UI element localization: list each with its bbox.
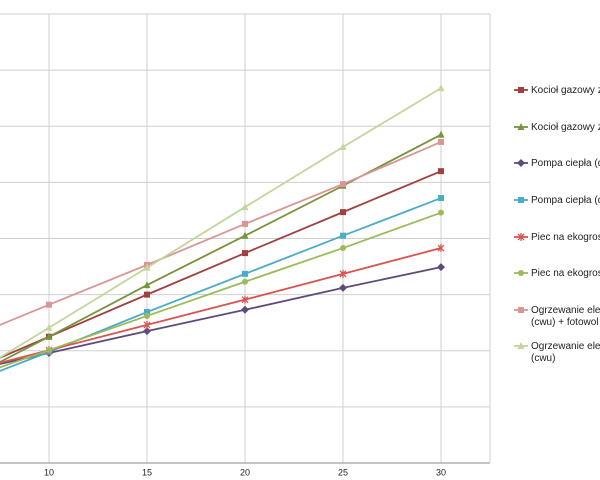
marker <box>241 295 249 304</box>
grid: 10 15 20 25 30 <box>0 13 491 477</box>
marker <box>437 130 445 138</box>
series-line <box>0 211 442 369</box>
marker <box>144 309 150 316</box>
legend-label: Piec na ekogros <box>531 268 600 279</box>
legend-label-line: Ogrzewanie ele <box>531 341 600 352</box>
marker <box>339 269 347 278</box>
marker <box>339 143 347 151</box>
plot <box>0 84 445 372</box>
marker <box>438 209 444 216</box>
series-line <box>0 141 442 326</box>
legend-label-line: Ogrzewanie ele <box>531 305 600 316</box>
marker <box>438 168 444 175</box>
marker <box>340 232 346 239</box>
legend-label: Pompa ciepła (d <box>531 195 600 206</box>
legend: Kocioł gazowy z Kocioł gazowy z Pompa ciep… <box>514 85 600 364</box>
legend-label-line: Pompa ciepła (d <box>531 195 600 206</box>
legend-label: Pompa ciepła (d <box>531 158 600 169</box>
marker <box>517 123 525 130</box>
marker <box>46 347 52 354</box>
legend-label: Piec na ekogros <box>531 232 600 243</box>
legend-label-line: (cwu) <box>531 353 555 364</box>
marker <box>517 159 525 167</box>
marker <box>340 209 346 216</box>
marker <box>518 197 524 203</box>
marker <box>438 138 444 145</box>
marker <box>518 87 524 93</box>
legend-label: Kocioł gazowy z <box>531 85 600 96</box>
series-line <box>0 170 442 359</box>
legend-label-line: Pompa ciepła (d <box>531 158 600 169</box>
marker <box>242 278 248 285</box>
x-tick-label: 30 <box>436 467 446 477</box>
marker <box>339 283 347 292</box>
legend-label: Ogrzewanie ele (cwu) + fotowol <box>531 305 600 328</box>
marker <box>437 244 445 253</box>
x-tick-label: 10 <box>44 467 54 477</box>
marker <box>241 231 249 239</box>
marker <box>143 263 151 271</box>
marker <box>437 84 445 92</box>
marker <box>46 301 52 308</box>
series-line <box>0 247 442 364</box>
series-line <box>0 87 442 359</box>
marker <box>438 195 444 202</box>
marker <box>45 332 53 340</box>
marker <box>143 327 151 336</box>
marker <box>241 305 249 314</box>
x-tick-label: 15 <box>142 467 152 477</box>
marker <box>143 320 151 329</box>
marker <box>242 270 248 277</box>
x-tick-label: 25 <box>338 467 348 477</box>
marker <box>143 281 151 289</box>
marker <box>437 263 445 272</box>
x-tick-label: 20 <box>240 467 250 477</box>
legend-label-line: Piec na ekogros <box>531 232 600 243</box>
legend-label-line: Kocioł gazowy z <box>531 85 600 96</box>
marker <box>241 203 249 211</box>
series-line <box>0 197 442 372</box>
legend-label-line: (cwu) + fotowol <box>531 317 599 328</box>
legend-label: Kocioł gazowy z <box>531 122 600 133</box>
marker <box>517 233 525 241</box>
marker <box>242 250 248 257</box>
marker <box>517 342 525 349</box>
marker <box>45 323 53 331</box>
marker <box>144 312 150 319</box>
marker <box>144 291 150 298</box>
legend-label-line: Kocioł gazowy z <box>531 122 600 133</box>
marker <box>518 307 524 313</box>
marker <box>340 181 346 188</box>
marker <box>242 220 248 227</box>
legend-label-line: Piec na ekogros <box>531 268 600 279</box>
marker <box>340 245 346 252</box>
marker <box>518 270 524 276</box>
legend-label: Ogrzewanie ele (cwu) <box>531 341 600 364</box>
